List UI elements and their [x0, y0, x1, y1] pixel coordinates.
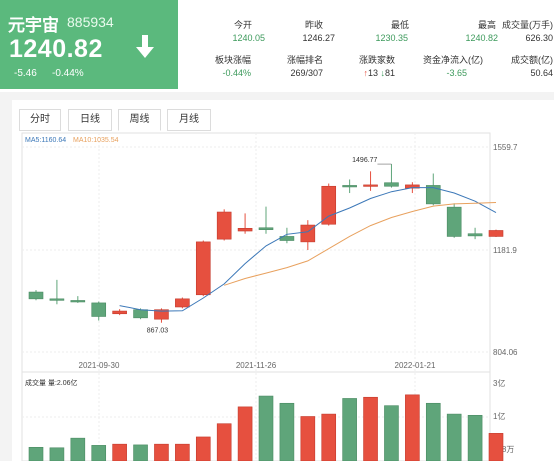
tab-intraday[interactable]: 分时: [19, 109, 61, 131]
metric-label-low: 最低: [390, 20, 409, 30]
volume-bar-5: [133, 444, 148, 461]
volume-bar-20: [446, 413, 462, 461]
candle-body-6: [154, 309, 169, 320]
volume-bar-12: [279, 402, 295, 461]
ma5-legend: MA5:1160.64: [25, 137, 66, 144]
volume-title: 成交量 量:2.06亿: [25, 378, 78, 387]
metric-value-net-inflow: -3.65: [446, 68, 467, 78]
ma10-line: [224, 202, 497, 286]
volume-bar-16: [363, 396, 378, 461]
candle-body-0: [28, 291, 44, 300]
volume-axis-label-mid: 1亿: [493, 411, 505, 421]
candle-body-5: [133, 309, 148, 319]
metric-label-open: 今开: [233, 20, 252, 30]
price-axis-label-top: 1559.7: [493, 143, 518, 152]
metric-value-open: 1240.05: [232, 33, 265, 43]
volume-bar-13: [300, 416, 316, 461]
chart-panel: [12, 100, 554, 461]
arrow-down-icon: [136, 35, 154, 58]
candle-body-3: [91, 302, 107, 317]
metric-label-volume: 成交量(万手): [502, 20, 553, 30]
volume-bar-18: [405, 394, 420, 461]
volume-bar-6: [154, 443, 169, 461]
metric-value-prev-close: 1246.27: [302, 33, 335, 43]
x-tick-label-2: 2022-01-21: [395, 361, 436, 370]
candle-body-22: [488, 230, 504, 237]
volume-bar-17: [384, 405, 399, 461]
price-change-percent: -0.44%: [52, 68, 84, 79]
price-axis-label-bottom: 804.06: [493, 348, 518, 357]
tab-monthly[interactable]: 月线: [167, 109, 211, 131]
volume-bar-11: [258, 395, 274, 461]
metric-value-adv-dec: ↑13 ↓81: [315, 68, 395, 78]
metric-value-high: 1240.82: [465, 33, 498, 43]
volume-bar-7: [175, 443, 190, 461]
metric-value-volume: 626.30: [525, 33, 553, 43]
x-tick-label-0: 2021-09-30: [79, 361, 120, 370]
metric-label-sector-change: 板块涨幅: [214, 55, 251, 65]
metric-label-adv-dec: 涨跌家数: [358, 55, 395, 65]
candle-body-17: [384, 182, 399, 187]
metric-value-sector-change: -0.44%: [222, 68, 251, 78]
ma10-legend: MA10:1035.54: [73, 137, 119, 144]
candle-body-2: [70, 300, 86, 303]
volume-bar-19: [425, 402, 441, 461]
volume-bar-2: [70, 437, 86, 461]
arrow-up-icon: ↑: [363, 68, 368, 78]
ma5-line: [119, 187, 497, 312]
arrow-down-icon: ↓: [380, 68, 385, 78]
decliners-count: 81: [384, 68, 395, 78]
volume-axis-label-top: 3亿: [493, 378, 505, 388]
candle-body-4: [112, 310, 127, 315]
candle-body-7: [175, 298, 190, 308]
price-axis-label-mid: 1181.9: [493, 246, 517, 255]
metric-value-low: 1230.35: [375, 33, 408, 43]
volume-bar-9: [216, 423, 232, 461]
x-tick-label-1: 2021-11-26: [236, 361, 277, 370]
volume-bar-0: [28, 446, 44, 461]
candle-body-19: [425, 185, 441, 205]
volume-bar-1: [49, 447, 65, 461]
advancers-count: 13: [367, 68, 378, 78]
volume-bar-10: [237, 406, 253, 461]
candle-body-10: [237, 228, 253, 232]
metric-label-high: 最高: [477, 20, 496, 30]
volume-bar-22: [488, 433, 504, 461]
metric-value-turnover: 50.64: [530, 68, 553, 78]
volume-bar-14: [321, 413, 337, 461]
volume-bar-8: [195, 436, 211, 461]
quote-header: 元宇宙 885934 1240.82 -5.46 -0.44% 今开 1240.…: [0, 0, 554, 92]
metric-label-net-inflow: 资金净流入(亿): [423, 55, 483, 65]
volume-bar-3: [91, 445, 107, 461]
candle-body-11: [258, 227, 274, 230]
current-price: 1240.82: [9, 35, 103, 63]
metric-value-rank: 269/307: [290, 68, 323, 78]
tab-weekly[interactable]: 周线: [118, 109, 161, 131]
candle-body-18: [405, 184, 420, 189]
candle-body-15: [342, 185, 357, 188]
volume-bar-15: [342, 398, 357, 461]
volume-axis-label-bottom: 768万: [493, 445, 514, 454]
high-price-annotation: 1496.77: [352, 157, 377, 164]
candle-body-9: [216, 211, 232, 240]
index-code: 885934: [67, 14, 114, 30]
quote-summary-box: 元宇宙 885934 1240.82 -5.46 -0.44%: [0, 0, 178, 89]
volume-bar-21: [467, 414, 483, 461]
price-change: -5.46: [14, 68, 37, 79]
index-name: 元宇宙: [8, 16, 59, 36]
candle-body-14: [321, 185, 337, 225]
candle-body-1: [49, 298, 65, 301]
metric-label-rank: 涨幅排名: [286, 55, 323, 65]
candle-body-16: [363, 184, 378, 187]
candle-body-20: [446, 206, 462, 237]
tab-daily[interactable]: 日线: [68, 109, 112, 131]
low-price-annotation: 867.03: [147, 328, 169, 335]
candle-body-8: [195, 241, 211, 296]
volume-bar-4: [112, 443, 127, 461]
candle-body-21: [467, 233, 483, 237]
metric-label-turnover: 成交额(亿): [511, 55, 553, 65]
metric-label-prev-close: 昨收: [304, 20, 323, 30]
